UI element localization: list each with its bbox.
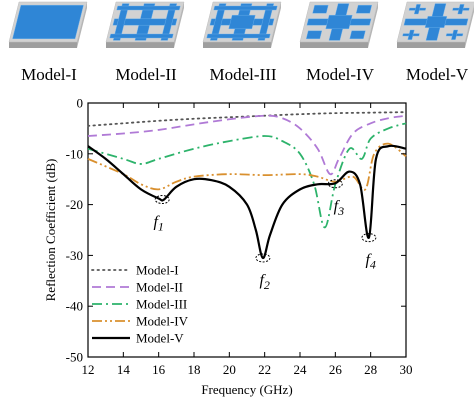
model-thumbnail xyxy=(8,1,88,48)
legend-entry: Model-III xyxy=(136,297,187,312)
x-tick-label: 22 xyxy=(258,362,271,377)
patch xyxy=(12,4,84,39)
resonance-marker xyxy=(255,253,271,263)
substrate-front xyxy=(106,42,174,48)
resonance-label: f3 xyxy=(334,198,344,218)
series-line-model-iv xyxy=(87,142,407,191)
patch-strip xyxy=(209,3,227,41)
model-label: Model-II xyxy=(115,65,177,84)
patch-cross xyxy=(407,29,415,40)
patch-strip xyxy=(213,5,278,11)
patch-strip xyxy=(112,3,130,41)
y-axis-ticks: 0 -10 -20 -30 -40 -50 xyxy=(66,96,406,365)
x-axis-label: Frequency (GHz) xyxy=(201,382,292,397)
series-line-model-iii xyxy=(87,122,407,229)
resonance-label-main: f xyxy=(153,213,160,230)
model-label: Model-IV xyxy=(306,65,375,84)
x-axis-ticks: 12 14 16 18 20 22 24 26 28 30 xyxy=(82,103,413,377)
substrate-front xyxy=(397,42,465,48)
x-tick-label: 20 xyxy=(223,362,236,377)
resonance-label-sub: 3 xyxy=(337,204,344,218)
resonance-label-main: f xyxy=(259,272,266,289)
x-tick-label: 26 xyxy=(329,362,343,377)
resonance-marker xyxy=(327,179,343,189)
resonance-marker xyxy=(361,233,377,243)
legend-entry: Model-I xyxy=(136,263,179,278)
patch-strip xyxy=(257,3,275,41)
substrate-front xyxy=(300,42,368,48)
y-tick-label: -30 xyxy=(66,248,83,263)
series-line-model-v xyxy=(87,144,407,260)
resonance-label-main: f xyxy=(365,251,372,268)
patch-square xyxy=(355,4,373,14)
patch-cross xyxy=(451,29,459,40)
x-tick-label: 12 xyxy=(82,362,95,377)
series-line-model-ii xyxy=(87,114,407,176)
legend: Model-I Model-II Model-III Model-IV Model-V xyxy=(91,263,189,346)
substrate-side xyxy=(271,2,281,48)
substrate-side xyxy=(77,2,87,48)
patch-square xyxy=(312,4,329,14)
patch-square xyxy=(424,16,448,28)
x-tick-label: 18 xyxy=(188,362,201,377)
plot-frame xyxy=(87,102,407,358)
resonance-label-sub: 4 xyxy=(370,257,376,271)
x-tick-label: 14 xyxy=(117,362,131,377)
patch-cross xyxy=(413,4,421,15)
patch-square xyxy=(325,14,353,29)
y-tick-label: -20 xyxy=(66,197,83,212)
series-layer xyxy=(87,111,407,260)
patch-square xyxy=(349,30,366,39)
resonance-label-sub: 2 xyxy=(264,278,270,292)
substrate-side xyxy=(465,6,474,48)
x-tick-label: 28 xyxy=(364,362,377,377)
resonance-label: f4 xyxy=(365,251,375,271)
substrate-side xyxy=(174,2,184,48)
legend-entry: Model-V xyxy=(136,331,184,346)
substrate-front xyxy=(203,42,271,48)
model-thumbnail xyxy=(105,1,185,48)
patch-strip xyxy=(112,18,178,26)
patch-strip xyxy=(109,33,174,39)
model-thumbnail xyxy=(202,1,282,48)
legend-entry: Model-II xyxy=(136,280,183,295)
resonance-label: f2 xyxy=(259,272,269,292)
model-label: Model-I xyxy=(21,65,77,84)
resonance-marker xyxy=(154,195,170,205)
y-axis-label: Reflection Coefficient (dB) xyxy=(43,159,58,302)
patch-square xyxy=(228,14,256,29)
legend-entry: Model-IV xyxy=(136,314,189,329)
x-tick-label: 16 xyxy=(152,362,166,377)
patch-cross xyxy=(457,4,465,15)
substrate-front xyxy=(9,42,77,48)
patch-square xyxy=(305,30,323,39)
x-tick-label: 30 xyxy=(400,362,413,377)
resonance-label-main: f xyxy=(334,198,341,215)
x-tick-label: 24 xyxy=(294,362,308,377)
y-tick-label: -40 xyxy=(66,299,83,314)
model-labels: Model-I Model-II Model-III Model-IV Model-V xyxy=(21,65,469,84)
y-tick-label: 0 xyxy=(77,96,84,111)
model-thumbnails-row xyxy=(8,1,474,48)
y-tick-label: -10 xyxy=(66,146,83,161)
resonance-label-sub: 1 xyxy=(158,219,164,233)
substrate-side xyxy=(368,2,378,48)
y-tick-label: -50 xyxy=(66,350,83,365)
patch-strip xyxy=(116,5,181,11)
model-thumbnail xyxy=(396,1,474,48)
resonance-label: f1 xyxy=(153,213,163,233)
series-line-model-i xyxy=(87,111,407,127)
model-thumbnail xyxy=(299,1,379,48)
patch-strip xyxy=(206,33,271,39)
model-label: Model-V xyxy=(406,65,469,84)
patch-strip xyxy=(160,3,178,41)
model-label: Model-III xyxy=(209,65,276,84)
